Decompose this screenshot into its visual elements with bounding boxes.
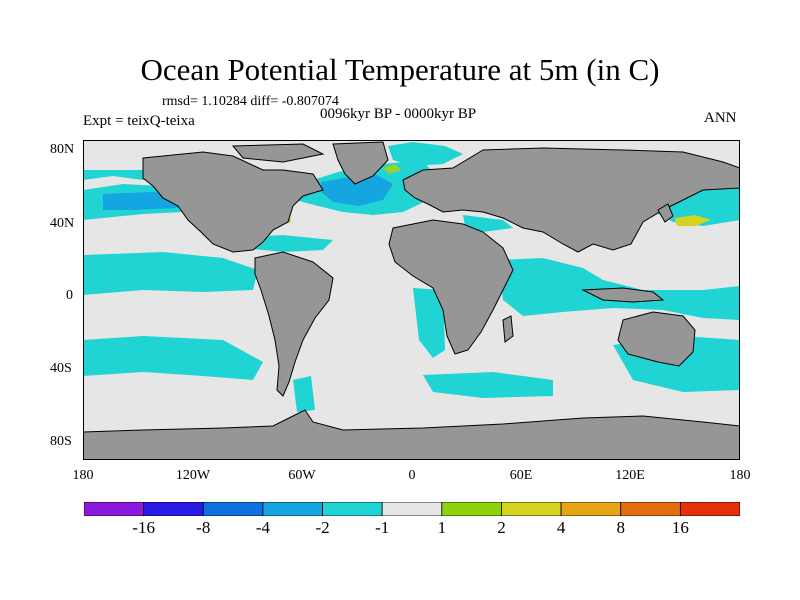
anomaly-positive-nordic bbox=[383, 164, 401, 174]
land-south-america bbox=[254, 251, 334, 397]
anomaly-south-pacific bbox=[83, 336, 263, 380]
colorbar-tick-label: -8 bbox=[196, 518, 211, 537]
colorbar bbox=[84, 502, 740, 516]
lon-label-120w: 120W bbox=[175, 468, 211, 483]
lon-label-0: 0 bbox=[408, 468, 416, 483]
colorbar-bin bbox=[441, 502, 502, 516]
lon-label-180w: 180 bbox=[72, 468, 94, 483]
colorbar-tick-label: 1 bbox=[437, 518, 447, 537]
colorbar-tick-label: 16 bbox=[671, 518, 689, 537]
colorbar-bin bbox=[84, 502, 145, 516]
land-north-america bbox=[142, 151, 324, 253]
lat-label-40s: 40S bbox=[50, 361, 72, 376]
anomaly-arctic-greenland-sea bbox=[388, 142, 463, 166]
anomaly-eastern-south-atlantic bbox=[413, 288, 445, 358]
lat-label-80n: 80N bbox=[50, 142, 75, 157]
map-title: Ocean Potential Temperature at 5m (in C) bbox=[140, 52, 660, 87]
land-madagascar bbox=[502, 315, 514, 343]
map-frame bbox=[83, 140, 740, 460]
lat-label-40n: 40N bbox=[50, 216, 75, 231]
lon-label-60e: 60E bbox=[509, 468, 533, 483]
colorbar-tick-label: -4 bbox=[255, 518, 270, 537]
land-africa bbox=[388, 219, 514, 355]
colorbar-tick-label: 8 bbox=[616, 518, 625, 537]
colorbar-tick-label: -1 bbox=[375, 518, 390, 537]
colorbar-tick-label: 2 bbox=[497, 518, 506, 537]
colorbar-bin bbox=[322, 502, 383, 516]
colorbar-bin bbox=[560, 502, 622, 516]
lon-label-120e: 120E bbox=[615, 468, 645, 483]
land-layer bbox=[83, 141, 740, 460]
colorbar-bin bbox=[381, 502, 443, 516]
land-eurasia bbox=[402, 147, 740, 253]
colorbar-bin bbox=[202, 502, 264, 516]
lat-label-0: 0 bbox=[66, 288, 73, 303]
colorbar-tick-label: -16 bbox=[132, 518, 155, 537]
lon-label-180e: 180 bbox=[729, 468, 751, 483]
season-label: ANN bbox=[704, 110, 737, 126]
colorbar-bin bbox=[501, 502, 562, 516]
land-japan bbox=[657, 203, 674, 223]
anomaly-patagonia-shelf bbox=[293, 376, 315, 412]
lon-label-60w: 60W bbox=[288, 468, 316, 483]
stats-text: rmsd= 1.10284 diff= -0.807074 bbox=[162, 94, 339, 109]
colorbar-bin bbox=[620, 502, 681, 516]
land-indonesia bbox=[581, 287, 665, 303]
colorbar-bin bbox=[143, 502, 204, 516]
colorbar-bin bbox=[679, 502, 740, 516]
anomaly-labrador-sea bbox=[321, 174, 393, 206]
land-antarctica bbox=[83, 409, 740, 460]
experiment-label: Expt = teixQ-teixa bbox=[83, 113, 195, 129]
map-canvas bbox=[83, 140, 740, 460]
colorbar-tick-label: -2 bbox=[315, 518, 330, 537]
anomaly-southern-ocean-east bbox=[423, 372, 553, 398]
land-greenland bbox=[332, 141, 389, 185]
land-australia bbox=[617, 311, 696, 367]
anomaly-positive-kuroshio bbox=[675, 215, 711, 226]
colorbar-tick-label: 4 bbox=[556, 518, 566, 537]
anomaly-eastern-pacific bbox=[83, 252, 258, 295]
period-label: 0096kyr BP - 0000kyr BP bbox=[320, 106, 477, 122]
colorbar-bin bbox=[262, 502, 323, 516]
land-arctic-islands bbox=[231, 143, 325, 163]
map-plot-area bbox=[83, 140, 740, 460]
anomaly-red-sea bbox=[463, 215, 513, 232]
lat-label-80s: 80S bbox=[50, 434, 72, 449]
